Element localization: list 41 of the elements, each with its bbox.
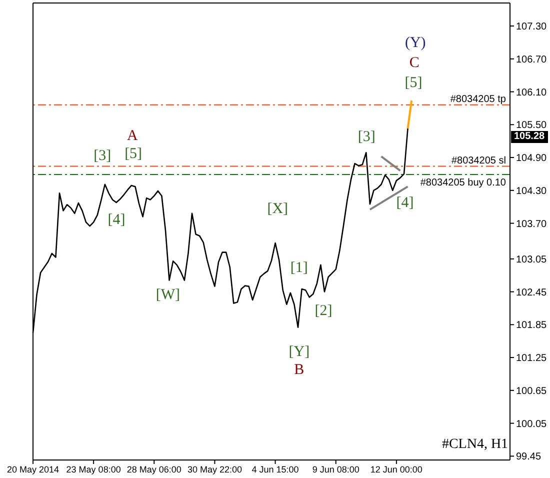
x-tick-label: 9 Jun 08:00 (312, 464, 360, 474)
y-tick-label: 100.05 (516, 418, 548, 430)
x-tick-label: 12 Jun 00:00 (370, 464, 422, 474)
y-tick-label: 106.70 (516, 54, 548, 66)
y-tick-label: 100.65 (516, 386, 548, 397)
x-tick-label: 20 May 2014 (6, 464, 60, 474)
annotation: [Y] (288, 344, 310, 360)
y-tick-label: 99.45 (516, 452, 542, 463)
annotation: B (294, 362, 304, 378)
annotation: C (409, 55, 420, 71)
y-tick-label: 101.25 (516, 353, 548, 364)
x-tick-label: 30 May 22:00 (187, 464, 242, 474)
ref-line-label: #8034205 tp (450, 94, 506, 105)
y-tick-label: 104.30 (516, 186, 548, 197)
x-tick-label: 28 May 06:00 (126, 464, 182, 474)
annotation: [5] (404, 75, 422, 91)
annotation: [3] (358, 129, 376, 145)
annotation: A (126, 128, 138, 144)
annotation: #CLN4, H1 (442, 437, 508, 453)
x-tick-label: 23 May 08:00 (66, 464, 121, 474)
annotation: [1] (290, 260, 308, 276)
y-tick-label: 103.70 (516, 218, 548, 230)
annotation: [5] (124, 146, 142, 162)
x-tick-label: 4 Jun 15:00 (252, 464, 299, 474)
y-tick-label: 105.50 (516, 120, 548, 132)
y-tick-label: 102.45 (516, 287, 548, 298)
annotation: [X] (267, 201, 288, 217)
y-tick-label: 107.30 (516, 22, 548, 33)
y-tick-label: 104.90 (516, 153, 548, 164)
annotation: [2] (314, 303, 332, 319)
annotation: [4] (108, 212, 126, 228)
annotation: [W] (156, 287, 180, 303)
text: 105.28 (511, 131, 548, 143)
annotation: [4] (396, 195, 414, 211)
ref-line-label: #8034205 buy 0.10 (420, 178, 506, 189)
annotation: (Y) (404, 35, 426, 51)
y-tick-label: 103.05 (516, 254, 548, 266)
y-tick-label: 101.85 (516, 320, 548, 332)
ref-line-label: #8034205 sl (452, 155, 506, 166)
y-tick-label: 106.10 (516, 87, 548, 98)
annotation: [3] (94, 148, 112, 164)
